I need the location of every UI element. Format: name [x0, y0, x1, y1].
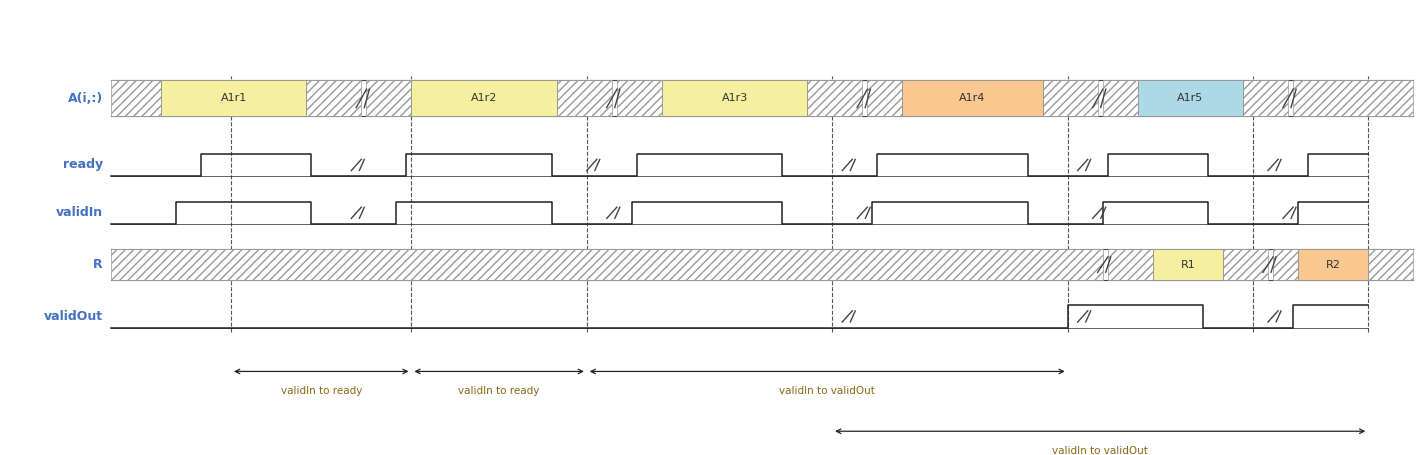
Bar: [1299, 249, 1368, 280]
Bar: [306, 81, 362, 116]
Text: validIn to validOut: validIn to validOut: [779, 386, 876, 396]
Bar: [366, 81, 412, 116]
Bar: [1223, 249, 1267, 280]
Text: R2: R2: [1326, 260, 1340, 270]
Text: ready: ready: [63, 158, 103, 172]
Bar: [903, 81, 1042, 116]
Bar: [412, 81, 557, 116]
Text: A1r4: A1r4: [960, 93, 985, 103]
Text: A1r5: A1r5: [1178, 93, 1203, 103]
Text: validIn to validOut: validIn to validOut: [1052, 445, 1148, 455]
Text: A1r3: A1r3: [722, 93, 748, 103]
Bar: [617, 81, 662, 116]
Bar: [1273, 249, 1299, 280]
Text: A(i,:): A(i,:): [67, 92, 103, 105]
Text: A1r1: A1r1: [221, 93, 246, 103]
Text: validIn to ready: validIn to ready: [281, 386, 362, 396]
Bar: [1243, 81, 1289, 116]
Bar: [1042, 81, 1098, 116]
Bar: [1153, 249, 1223, 280]
Bar: [1102, 81, 1138, 116]
Text: validIn to ready: validIn to ready: [459, 386, 540, 396]
Text: R: R: [93, 258, 103, 271]
Text: validIn: validIn: [56, 206, 103, 219]
Bar: [111, 249, 1102, 280]
Bar: [1368, 249, 1413, 280]
Text: A1r2: A1r2: [471, 93, 497, 103]
Bar: [662, 81, 807, 116]
Bar: [161, 81, 306, 116]
Bar: [557, 81, 612, 116]
Bar: [867, 81, 903, 116]
Bar: [111, 81, 161, 116]
Bar: [1138, 81, 1243, 116]
Bar: [1108, 249, 1153, 280]
Bar: [807, 81, 863, 116]
Text: validOut: validOut: [44, 310, 103, 323]
Text: R1: R1: [1180, 260, 1195, 270]
Bar: [1293, 81, 1413, 116]
